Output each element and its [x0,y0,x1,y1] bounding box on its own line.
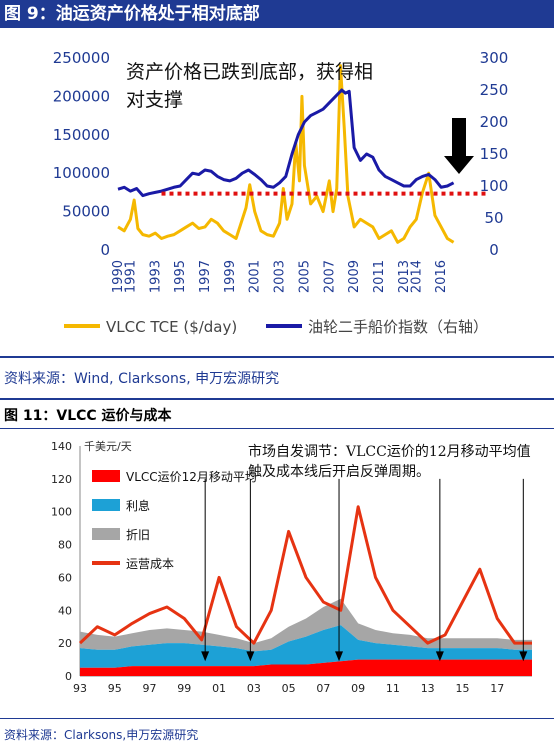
x-tick-label: 97 [143,682,157,695]
x-tick-label: 09 [351,682,365,695]
y-tick-label: 60 [58,571,72,584]
x-tick-label: 2007 [322,260,337,293]
series-vlcc-tce-line [117,64,455,244]
series-ma-line [78,505,532,645]
y-tick-label: 80 [58,539,72,552]
legend-marker-ma [92,470,120,482]
x-tick-label: 2016 [434,260,449,293]
cost-floor-arrow-head [519,651,528,662]
x-tick-label: 1995 [173,260,188,293]
x-tick-label: 1997 [198,260,213,293]
down-arrow-shaft [452,118,466,158]
x-tick-label: 2013 [397,260,412,293]
series-opex-area [80,659,532,676]
x-tick-label: 93 [73,682,87,695]
y-axis-unit-label: 千美元/天 [84,440,132,453]
chart1-annotation: 资产价格已跌到底部，获得相 对支撑 [126,58,373,114]
y-right-tick-label: 0 [489,241,499,259]
cost-floor-arrow-head [201,651,210,662]
x-tick-label: 15 [455,682,469,695]
y-right-tick-label: 50 [484,209,503,227]
y-tick-label: 0 [65,670,72,683]
x-tick-label: 17 [490,682,504,695]
x-tick-label: 01 [212,682,226,695]
x-tick-label: 2003 [273,260,288,293]
x-tick-label: 2011 [372,260,387,293]
y-left-tick-label: 50000 [62,203,110,221]
y-left-tick-label: 200000 [53,87,110,105]
chart2-annotation-line2: 触及成本线后开启反弹周期。 [248,464,430,480]
x-tick-label: 07 [316,682,330,695]
figure1-bottom-divider [0,398,554,400]
cost-floor-arrow-head [435,651,444,662]
x-tick-label: 11 [386,682,400,695]
series-price-index-line [117,88,455,198]
x-tick-label: 1990 [111,260,126,293]
y-tick-label: 140 [51,440,72,453]
y-right-tick-label: 250 [480,81,509,99]
chart-vlcc-cost: 千美元/天 0 20 40 60 80 100 120 140 93 95 97 99 01 03 05 07 0… [51,440,532,695]
y-left-tick-label: 0 [100,241,110,259]
figure2-divider [0,428,554,429]
figure1-title: 图 9：油运资产价格处于相对底部 [0,0,554,28]
legend-label-vlcc-tce: VLCC TCE ($/day) [106,318,237,336]
x-tick-label: 2014 [409,260,424,293]
legend-label-ma: VLCC运价12月移动平均 [126,470,257,484]
x-tick-label: 03 [247,682,261,695]
x-tick-label: 2005 [297,260,312,293]
series-interest-area [80,625,532,668]
y-tick-label: 20 [58,637,72,650]
legend-marker-interest [92,499,120,511]
figure2-bottom-divider [0,718,554,719]
x-tick-label: 2001 [248,260,263,293]
figure1-source: 资料来源：Wind, Clarksons, 申万宏源研究 [4,371,280,387]
y-right-tick-label: 200 [480,113,509,131]
y-left-tick-label: 250000 [53,49,110,67]
x-tick-label: 1991 [123,260,138,293]
cost-floor-arrow-head [335,651,344,662]
series-depreciation-area [80,598,532,652]
y-left-tick-label: 100000 [53,164,110,182]
down-arrow-head [444,156,474,174]
y-tick-label: 100 [51,506,72,519]
legend-label-interest: 利息 [126,498,150,513]
x-tick-label: 99 [177,682,191,695]
figure2-title: 图 11：VLCC 运价与成本 [0,404,554,428]
figure2-source: 资料来源：Clarksons,申万宏源研究 [4,728,199,742]
y-right-tick-label: 300 [480,49,509,67]
chart-asset-price: 0 50000 100000 150000 200000 250000 0 50 100 150 2… [53,49,509,336]
chart1-annotation-line2: 对支撑 [126,89,184,111]
y-right-tick-label: 100 [480,177,509,195]
y-tick-label: 40 [58,604,72,617]
chart2-annotation: 市场自发调节：VLCC运价的12月移动平均值 触及成本线后开启反弹周期。 [248,442,531,482]
x-tick-label: 95 [108,682,122,695]
y-tick-label: 120 [51,473,72,486]
figure1-divider [0,356,554,358]
legend-label-depreciation: 折旧 [126,527,150,542]
y-left-tick-label: 150000 [53,126,110,144]
legend-marker-depreciation [92,528,120,540]
chart1-annotation-line1: 资产价格已跌到底部，获得相 [126,61,374,83]
x-tick-label: 05 [282,682,296,695]
x-tick-label: 13 [421,682,435,695]
x-tick-label: 2009 [347,260,362,293]
y-right-tick-label: 150 [480,145,509,163]
legend-label-price-index: 油轮二手船价指数（右轴） [308,318,488,336]
x-tick-label: 1993 [148,260,163,293]
x-tick-label: 1999 [223,260,238,293]
chart2-annotation-line1: 市场自发调节：VLCC运价的12月移动平均值 [248,444,531,460]
cost-floor-arrow-head [246,651,255,662]
legend-label-opex: 运营成本 [126,557,174,571]
